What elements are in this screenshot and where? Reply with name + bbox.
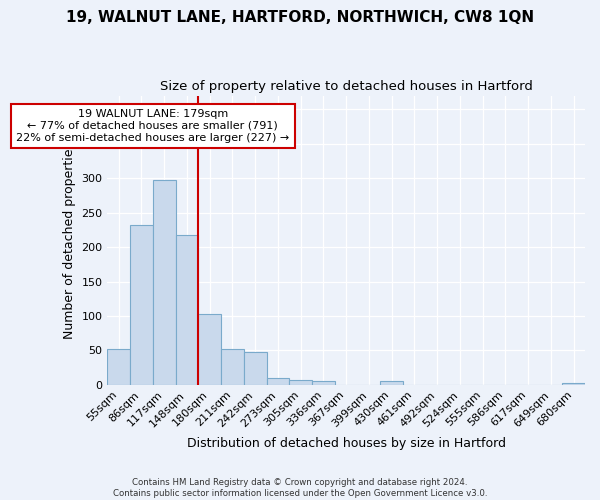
X-axis label: Distribution of detached houses by size in Hartford: Distribution of detached houses by size … (187, 437, 506, 450)
Bar (153, 180, 176, 385)
Bar (176, 236, 199, 385)
Bar (107, 349, 130, 385)
Text: 19, WALNUT LANE, HARTFORD, NORTHWICH, CW8 1QN: 19, WALNUT LANE, HARTFORD, NORTHWICH, CW… (66, 10, 534, 25)
Text: Contains HM Land Registry data © Crown copyright and database right 2024.
Contai: Contains HM Land Registry data © Crown c… (113, 478, 487, 498)
Bar (312, 382, 335, 385)
Bar (199, 314, 221, 385)
Title: Size of property relative to detached houses in Hartford: Size of property relative to detached ho… (160, 80, 533, 93)
Bar (130, 225, 153, 385)
Bar (380, 382, 403, 385)
Bar (221, 349, 244, 385)
Bar (562, 384, 585, 385)
Bar (244, 352, 266, 385)
Y-axis label: Number of detached properties: Number of detached properties (63, 142, 76, 338)
Text: 19 WALNUT LANE: 179sqm
← 77% of detached houses are smaller (791)
22% of semi-de: 19 WALNUT LANE: 179sqm ← 77% of detached… (16, 110, 289, 142)
Bar (266, 378, 289, 385)
Bar (289, 380, 312, 385)
